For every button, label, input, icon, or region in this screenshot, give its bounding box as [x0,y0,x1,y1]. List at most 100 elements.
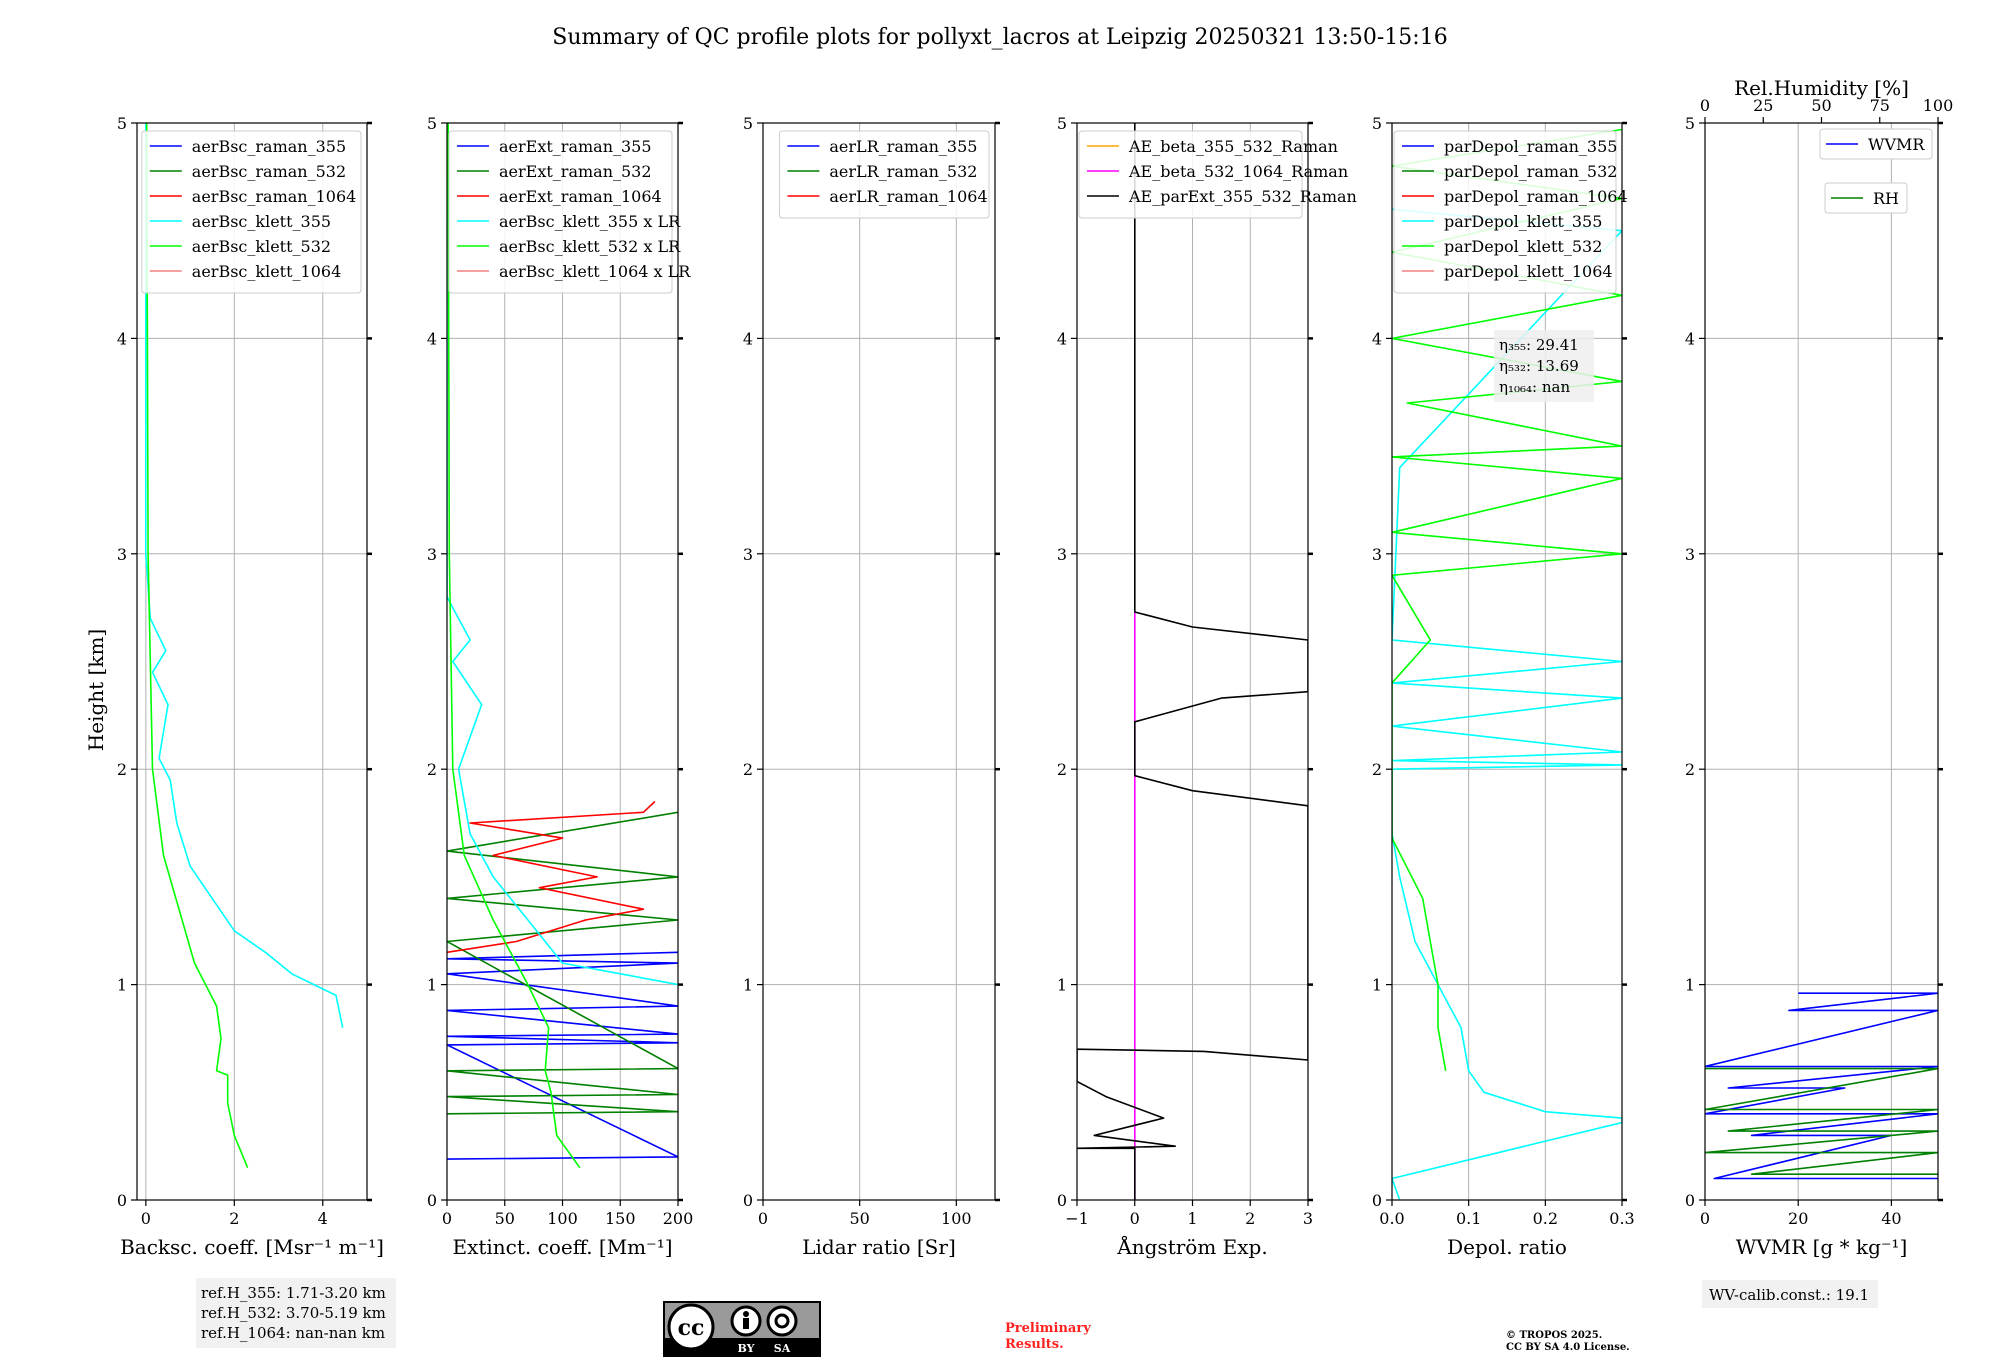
ref-height-box: ref.H_355: 1.71-3.20 km ref.H_532: 3.70-… [196,1278,396,1348]
legend-entry: aerBsc_klett_532 [192,237,331,256]
x-axis-label: Extinct. coeff. [Mm⁻¹] [452,1235,672,1259]
x-tick-label: 200 [663,1209,694,1228]
x-tick-label: 0 [141,1209,151,1228]
legend-box [141,130,362,294]
x-tick-label: 2 [1245,1209,1255,1228]
legend-entry: aerBsc_klett_355 x LR [499,212,681,231]
y-tick-label: 4 [743,329,753,348]
legend-box [448,130,673,294]
x2-tick-label: 100 [1923,96,1954,115]
y-tick-label: 0 [1685,1191,1695,1210]
x-axis-label: Backsc. coeff. [Msr⁻¹ m⁻¹] [120,1235,384,1259]
x-tick-label: 100 [941,1209,972,1228]
legend: parDepol_raman_355 parDepol_raman_532 parD… [1393,130,1628,294]
y-tick-label: 2 [117,760,127,779]
y-tick-label: 3 [1057,545,1067,564]
x-axis-label: Depol. ratio [1447,1235,1567,1259]
panel-5: 0 1 2 3 4 5 0.0 0.1 0.2 0.3 Depol. ratio parDepol_r… [1372,114,1635,1259]
y-tick-label: 1 [743,976,753,995]
legend-entry: aerBsc_raman_532 [192,162,346,181]
y-tick-label: 3 [1685,545,1695,564]
legend-box [778,130,990,219]
y-tick-label: 2 [427,760,437,779]
y-tick-label: 2 [1685,760,1695,779]
y-tick-label: 4 [1057,329,1067,348]
y-tick-label: 0 [743,1191,753,1210]
x2-tick-label: 25 [1753,96,1773,115]
y-tick-label: 5 [1372,114,1382,133]
series-line [145,123,344,1028]
legend: aerBsc_raman_355 aerBsc_raman_532 aerBsc_r… [141,130,362,294]
annotation-box [1494,330,1594,402]
eta-annotation: η₃₅₅: 29.41 η₅₃₂: 13.69 η₁₀₆₄: nan [1494,330,1594,402]
x-axis-label: Lidar ratio [Sr] [802,1235,956,1259]
legend-entry: parDepol_raman_532 [1444,162,1617,181]
y-tick-label: 2 [1372,760,1382,779]
copyright-line-2: CC BY SA 4.0 License. [1506,1342,1630,1353]
x-tick-label: 0 [758,1209,768,1228]
x-axis-label: Ångström Exp. [1116,1234,1267,1259]
figure-title: Summary of QC profile plots for pollyxt_… [552,25,1447,50]
y-tick-label: 5 [1685,114,1695,133]
legend-entry: parDepol_raman_1064 [1444,187,1628,206]
x-tick-label: 0 [1700,1209,1710,1228]
annotation-line: η₃₅₅: 29.41 [1499,336,1579,354]
by-label: BY [738,1342,755,1355]
plot-area [1705,992,1938,1180]
plot-area [447,123,678,1169]
x-tick-label: 20 [1788,1209,1808,1228]
annotation-line: η₁₀₆₄: nan [1499,378,1570,396]
x-tick-label: −1 [1065,1209,1089,1228]
legend-entry: aerLR_raman_532 [829,162,977,181]
x-tick-label: 0 [442,1209,452,1228]
series-line [447,811,678,1115]
legend-entry: parDepol_klett_1064 [1444,262,1613,281]
legend-entry: aerBsc_klett_1064 x LR [499,262,691,281]
legend-entry: AE_beta_532_1064_Raman [1128,162,1348,181]
x-tick-label: 2 [229,1209,239,1228]
legend-entry: aerBsc_raman_1064 [192,187,357,206]
ref-height-355: ref.H_355: 1.71-3.20 km [201,1284,386,1302]
series-line [1392,208,1622,1200]
y-tick-label: 0 [1057,1191,1067,1210]
legend-entry: parDepol_klett_355 [1444,212,1602,231]
x-tick-label: 0.1 [1456,1209,1481,1228]
y-tick-label: 4 [427,329,437,348]
legend-box [1824,182,1908,214]
y-tick-label: 4 [1372,329,1382,348]
legend-box [1078,130,1303,219]
legend: aerLR_raman_355 aerLR_raman_532 aerLR_rama… [778,130,990,219]
x-tick-label: 1 [1187,1209,1197,1228]
annotation-line: η₅₃₂: 13.69 [1499,357,1579,375]
y-tick-label: 1 [1685,976,1695,995]
x-axis-label: WVMR [g * kg⁻¹] [1736,1235,1908,1259]
x-tick-label: 50 [495,1209,515,1228]
ref-height-1064: ref.H_1064: nan-nan km [201,1324,385,1342]
legend-entry: parDepol_klett_532 [1444,237,1602,256]
sa-label: SA [774,1342,791,1355]
x-tick-label: 0.2 [1533,1209,1558,1228]
legend-entry: aerLR_raman_1064 [829,187,987,206]
copyright-line-1: © TROPOS 2025. [1506,1330,1602,1341]
x2-tick-label: 50 [1811,96,1831,115]
series-line [447,951,678,1160]
y-tick-label: 3 [117,545,127,564]
x-tick-label: 3 [1303,1209,1313,1228]
series-line [447,800,656,954]
x-tick-label: 50 [849,1209,869,1228]
x-tick-label: 0.3 [1609,1209,1634,1228]
preliminary-line-1: Preliminary [1005,1321,1091,1336]
legend-entry: aerExt_raman_355 [499,137,652,156]
svg-text:cc: cc [678,1315,705,1341]
series-line [447,123,581,1169]
legend-entry: AE_beta_355_532_Raman [1128,137,1338,156]
y-tick-label: 4 [1685,329,1695,348]
legend-entry: RH [1873,189,1899,208]
y-tick-label: 1 [427,976,437,995]
axes-frame [762,122,996,1201]
y-tick-label: 1 [1372,976,1382,995]
